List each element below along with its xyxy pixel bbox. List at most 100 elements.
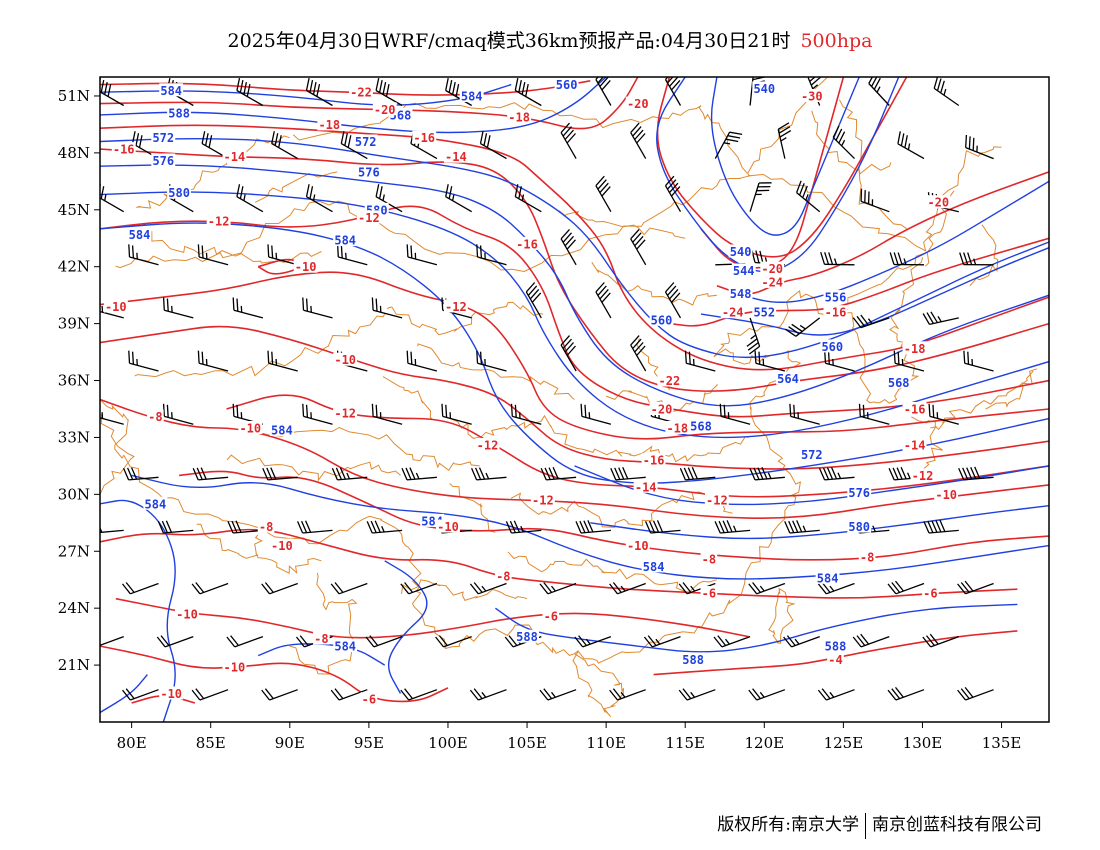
barb-feather [305, 77, 310, 91]
wind-barb [868, 77, 890, 106]
barb-feather [560, 335, 570, 346]
temperature-label: -10 [239, 422, 261, 436]
temperature-label-bg [495, 568, 512, 582]
temperature-label: -10 [176, 607, 198, 621]
barb-feather [401, 468, 408, 481]
barb-shaft [267, 476, 298, 481]
barb-feather [305, 520, 312, 533]
wind-barb [441, 403, 472, 425]
barb-feather [128, 350, 131, 364]
wind-barb [262, 467, 298, 481]
barb-shaft [199, 582, 229, 595]
barb-feather [305, 298, 309, 312]
wind-barb [824, 350, 855, 372]
barb-feather [935, 520, 942, 533]
barb-feather [441, 403, 444, 417]
boundary-line [447, 414, 623, 457]
barb-feather [810, 77, 822, 86]
barb-feather [331, 468, 338, 481]
barb-shaft [100, 417, 124, 425]
temperature-label-bg [902, 402, 927, 415]
barb-feather [645, 521, 652, 534]
temperature-label-bg [760, 261, 785, 275]
x-tick-label: 85E [196, 734, 226, 752]
temperature-label: -8 [702, 552, 716, 566]
barb-feather [471, 468, 478, 481]
temperature-label-bg [625, 538, 650, 552]
temperature-contour-line [100, 271, 1049, 440]
barb-feather [201, 131, 206, 144]
height-contour-line [100, 499, 176, 722]
barb-feather [404, 688, 414, 700]
wind-barb [923, 519, 959, 534]
barb-shaft [868, 83, 890, 106]
wind-barb [100, 412, 124, 425]
barb-shaft [933, 87, 960, 107]
barb-shaft [595, 79, 612, 106]
temperature-label: -24 [722, 306, 744, 320]
barb-feather [160, 635, 170, 646]
barb-feather [755, 250, 760, 263]
barb-feather [340, 245, 343, 259]
wind-barb [469, 688, 507, 701]
wind-barb [959, 252, 994, 266]
barb-feather [749, 468, 756, 481]
barb-feather [339, 467, 346, 480]
wind-barb [400, 582, 438, 595]
height-label-bg [823, 290, 848, 304]
temperature-label-bg [760, 274, 785, 288]
barb-feather [671, 186, 681, 197]
temperature-label-bg [633, 479, 658, 493]
wind-barb [128, 244, 159, 266]
barb-shaft [582, 635, 612, 648]
height-label-bg [515, 629, 539, 643]
barb-feather [301, 520, 308, 533]
barb-shaft [407, 362, 438, 372]
wind-barb [928, 403, 959, 425]
temperature-label: -12 [532, 494, 554, 508]
wind-barb [645, 520, 681, 534]
wind-barb [121, 582, 159, 595]
barb-feather [448, 186, 453, 199]
wind-barb [232, 297, 264, 319]
barb-feather [560, 122, 570, 134]
barb-feather [121, 583, 131, 595]
temperature-label: -20 [627, 97, 649, 111]
wind-barb [889, 252, 925, 266]
barb-half-feather [780, 137, 787, 142]
wind-barb [560, 122, 577, 159]
barb-feather [729, 131, 743, 136]
barb-feather [514, 184, 519, 197]
barb-feather [958, 468, 965, 481]
barb-feather [525, 282, 536, 293]
barb-shaft [547, 689, 577, 701]
temperature-label: -12 [445, 300, 467, 314]
wind-barb [887, 686, 925, 701]
barb-feather [957, 583, 967, 595]
barb-feather [236, 298, 239, 312]
wind-barb [305, 184, 333, 213]
temperature-contour-line [115, 597, 749, 639]
temperature-label-bg [530, 493, 555, 506]
wind-barb [121, 688, 159, 701]
height-contour-line [100, 674, 148, 714]
height-label-bg [681, 652, 706, 666]
barb-feather [595, 77, 599, 80]
barb-shaft [795, 317, 821, 337]
barb-feather [821, 582, 831, 593]
wind-barb [664, 77, 682, 106]
temperature-label: -12 [334, 406, 356, 420]
wind-barb [595, 77, 612, 106]
barb-shaft [930, 635, 960, 648]
barb-feather [818, 468, 826, 481]
barb-feather [614, 467, 621, 480]
height-label-bg [820, 339, 845, 353]
barb-feather [897, 131, 901, 144]
barb-feather [91, 636, 99, 646]
temperature-label-bg [206, 214, 231, 228]
wind-barb [897, 131, 925, 160]
wind-barb [340, 131, 368, 160]
barb-feather [887, 689, 897, 701]
barb-feather [798, 183, 805, 196]
barb-feather [959, 252, 965, 265]
